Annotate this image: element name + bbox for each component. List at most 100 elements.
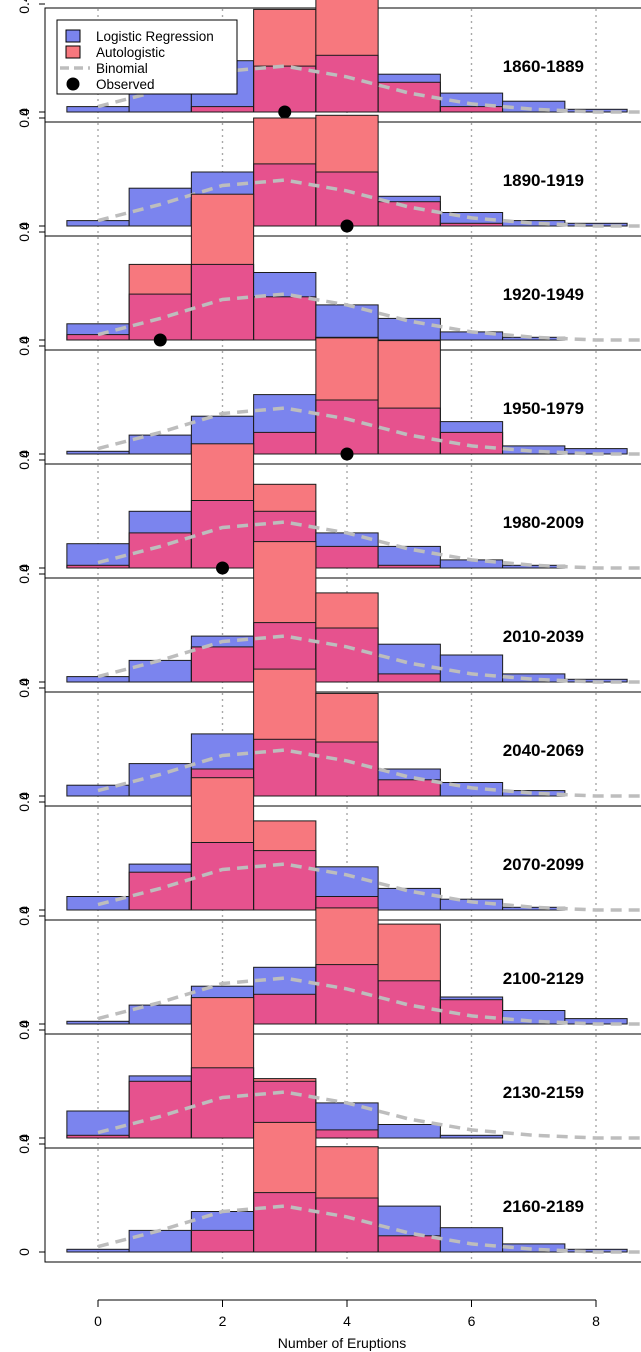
- bar-outline-autologistic: [315, 692, 379, 797]
- panel-label: 1950-1979: [503, 399, 584, 418]
- binomial-curve: [97, 292, 641, 342]
- y-tick-label: 0.4: [16, 678, 32, 698]
- bar-logistic: [129, 188, 192, 226]
- binomial-curve: [97, 1090, 641, 1140]
- y-tick-label: 0.4: [16, 1134, 32, 1154]
- bar-logistic: [502, 337, 565, 340]
- bar-logistic: [129, 1005, 192, 1024]
- panel-label: 1920-1949: [503, 285, 584, 304]
- bar-overlap: [191, 500, 254, 568]
- bar-overlap: [191, 646, 254, 682]
- bar-autologistic: [378, 340, 441, 409]
- bar-logistic: [129, 1230, 192, 1252]
- bar-logistic: [564, 1018, 628, 1024]
- bar-logistic: [564, 448, 628, 454]
- binomial-curve: [97, 406, 641, 456]
- bar-overlap: [253, 66, 316, 112]
- panels: 00.41860-188900.41890-191900.41920-19490…: [16, 0, 641, 1263]
- bar-outline-autologistic: [190, 997, 255, 1139]
- bar-overlap: [253, 163, 316, 226]
- bar-outline-autologistic: [377, 923, 441, 1025]
- bar-overlap: [378, 1235, 441, 1252]
- bar-autologistic: [315, 907, 379, 965]
- binomial-curve: [97, 634, 641, 684]
- bar-outline-autologistic: [190, 193, 255, 341]
- bar-overlap: [440, 223, 503, 226]
- observed-point: [153, 333, 167, 347]
- bar-overlap: [191, 1230, 254, 1252]
- bar-logistic: [253, 272, 316, 297]
- bar-logistic: [378, 769, 441, 780]
- panel-label: 1890-1919: [503, 171, 584, 190]
- panel-label: 2160-2189: [503, 1197, 584, 1216]
- panel-label: 1980-2009: [503, 513, 584, 532]
- bar-logistic: [66, 106, 130, 112]
- binomial-curve: [97, 1204, 641, 1254]
- bars: [66, 668, 566, 797]
- legend-swatch: [65, 29, 81, 43]
- y-tick-label: 0.4: [16, 222, 32, 242]
- bar-overlap: [378, 673, 441, 682]
- bar-overlap: [129, 872, 192, 910]
- bar-logistic: [502, 1010, 565, 1024]
- bar-overlap: [378, 779, 441, 796]
- panel-label: 2130-2159: [503, 1083, 584, 1102]
- y-tick-label: 0: [16, 792, 32, 800]
- bar-logistic: [191, 1211, 254, 1231]
- bars: [66, 1121, 628, 1253]
- bar-logistic: [66, 323, 130, 335]
- bar-logistic: [129, 1075, 192, 1082]
- bar-logistic: [253, 394, 316, 433]
- bar-logistic: [502, 1243, 565, 1252]
- bar-overlap: [129, 1081, 192, 1138]
- bar-overlap: [253, 296, 316, 340]
- bar-autologistic: [191, 997, 254, 1068]
- y-tick-label: 0: [16, 450, 32, 458]
- bar-overlap: [315, 1198, 379, 1252]
- bars: [66, 997, 504, 1139]
- bar-logistic: [378, 546, 441, 566]
- binomial-curve: [97, 748, 641, 798]
- bar-autologistic: [191, 777, 254, 843]
- bar-logistic: [502, 673, 565, 682]
- bar-logistic: [378, 1124, 441, 1138]
- y-tick-label: 0: [16, 1020, 32, 1028]
- bar-logistic: [440, 421, 503, 433]
- bar-overlap: [315, 628, 379, 682]
- bar-autologistic: [253, 118, 316, 164]
- x-tick-label: 6: [468, 1313, 476, 1329]
- bar-logistic: [440, 331, 503, 340]
- bar-overlap: [378, 980, 441, 1024]
- bar-logistic: [378, 1206, 441, 1236]
- bar-outline-logistic: [502, 1010, 566, 1025]
- bar-logistic: [502, 790, 565, 796]
- bar-overlap: [315, 546, 379, 568]
- y-tick-label: 0: [16, 222, 32, 230]
- bar-logistic: [502, 907, 565, 910]
- bar-logistic: [502, 445, 565, 454]
- y-tick-label: 0.4: [16, 1020, 32, 1040]
- bar-outline-autologistic: [253, 820, 317, 911]
- bar-logistic: [191, 733, 254, 769]
- bar-overlap: [66, 334, 130, 340]
- bar-autologistic: [378, 924, 441, 981]
- bar-overlap: [253, 432, 316, 454]
- bar-autologistic: [253, 484, 316, 512]
- bar-outline-logistic: [439, 782, 504, 797]
- bar-overlap: [315, 400, 379, 454]
- bar-autologistic: [129, 264, 192, 295]
- bar-autologistic: [253, 541, 316, 623]
- bar-logistic: [66, 1249, 130, 1252]
- bar-logistic: [378, 888, 441, 910]
- binomial-curve: [97, 976, 641, 1026]
- legend-box: [56, 19, 238, 95]
- bar-logistic: [440, 1135, 503, 1138]
- legend: Logistic RegressionAutologisticBinomialO…: [56, 19, 238, 95]
